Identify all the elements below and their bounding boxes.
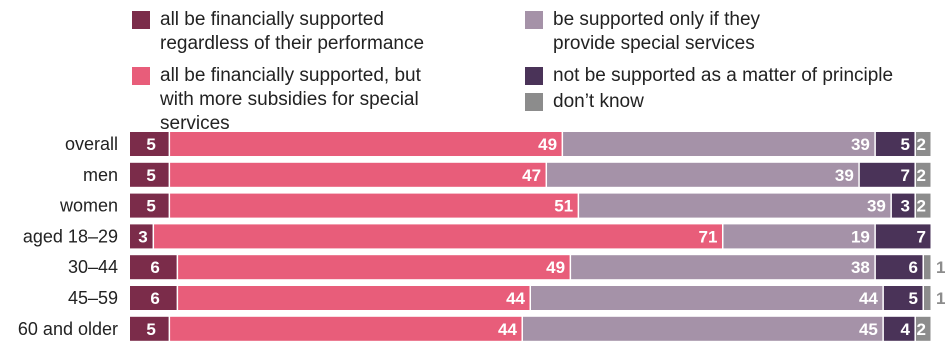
data-label: 4 — [900, 320, 910, 339]
bar-segment — [522, 316, 883, 341]
bar-segment — [170, 132, 562, 156]
data-label: 5 — [146, 135, 155, 154]
data-label: 71 — [699, 227, 718, 246]
data-label: 7 — [900, 166, 909, 185]
legend-swatch — [132, 11, 150, 29]
data-label: 39 — [851, 135, 870, 154]
category-label: aged 18–29 — [23, 226, 118, 246]
data-label: 51 — [554, 197, 573, 216]
data-label: 6 — [150, 289, 159, 308]
bar-segment — [178, 255, 570, 280]
data-label: 6 — [909, 258, 918, 277]
data-label: 1 — [936, 289, 945, 308]
data-label: 38 — [851, 258, 870, 277]
data-label: 1 — [936, 258, 945, 277]
data-label: 5 — [146, 320, 155, 339]
bar-segment — [915, 132, 931, 156]
bar-segment — [875, 224, 931, 249]
legend-item-dont-know: don’t know — [525, 90, 825, 114]
bar-segment — [883, 316, 915, 341]
data-label: 3 — [138, 227, 147, 246]
bar-segment — [130, 316, 169, 341]
bar-segment — [170, 316, 522, 341]
data-label: 39 — [835, 166, 854, 185]
data-label: 5 — [909, 289, 918, 308]
bar-segment — [915, 193, 931, 218]
category-label: men — [83, 165, 118, 185]
bar-segment — [571, 255, 875, 280]
data-label: 44 — [498, 320, 517, 339]
bar-segment — [915, 316, 931, 341]
legend-label: be supported only if they provide specia… — [553, 9, 761, 54]
bar-segment — [531, 286, 883, 310]
legend-swatch — [525, 67, 543, 85]
legend-swatch — [132, 67, 150, 85]
bar-segment — [170, 193, 578, 218]
data-label: 2 — [917, 320, 926, 339]
data-label: 5 — [900, 135, 909, 154]
data-label: 2 — [917, 197, 926, 216]
category-label: women — [59, 196, 118, 216]
category-label: 30–44 — [68, 257, 118, 277]
bar-segment — [130, 224, 153, 249]
bar-segment — [130, 132, 169, 156]
bar-segment — [178, 286, 530, 310]
legend-swatch — [525, 93, 543, 111]
legend-label: not be supported as a matter of principl… — [553, 65, 894, 86]
data-label: 6 — [150, 258, 159, 277]
data-label: 7 — [917, 227, 926, 246]
data-label: 49 — [546, 258, 565, 277]
bar-segment — [130, 286, 177, 310]
bar-segment — [130, 255, 177, 280]
bar-segment — [875, 132, 915, 156]
data-label: 44 — [859, 289, 878, 308]
bar-segment — [154, 224, 722, 249]
category-label: 60 and older — [18, 319, 118, 339]
bar-segment — [875, 255, 923, 280]
legend-item-more-subsidies: all be financially supported, but with m… — [132, 64, 452, 136]
data-label: 2 — [917, 166, 926, 185]
bar-segment — [891, 193, 915, 218]
category-label: 45–59 — [68, 288, 118, 308]
data-label: 2 — [917, 135, 926, 154]
bar-segment — [170, 162, 546, 187]
bar-segment — [563, 132, 875, 156]
category-label: overall — [65, 134, 118, 154]
data-label: 19 — [851, 227, 870, 246]
bar-segment — [923, 255, 931, 280]
bar-segment — [547, 162, 859, 187]
bar-segment — [923, 286, 931, 310]
data-label: 5 — [146, 197, 155, 216]
bar-segment — [915, 162, 931, 187]
legend-swatch — [525, 11, 543, 29]
data-label: 49 — [538, 135, 557, 154]
data-label: 3 — [900, 197, 909, 216]
bar-segment — [859, 162, 915, 187]
data-label: 5 — [146, 166, 155, 185]
data-label: 45 — [859, 320, 878, 339]
bar-segment — [883, 286, 923, 310]
bar-segment — [130, 193, 169, 218]
data-label: 44 — [506, 289, 525, 308]
bar-segment — [130, 162, 169, 187]
legend-label: all be financially supported, but with m… — [160, 65, 421, 134]
legend-label: all be financially supported regardless … — [160, 9, 425, 54]
legend-item-only-special: be supported only if they provide specia… — [525, 8, 785, 56]
bar-segment — [579, 193, 891, 218]
legend-item-not-supported: not be supported as a matter of principl… — [525, 64, 925, 88]
legend: all be financially supported regardless … — [0, 0, 946, 134]
legend-label: don’t know — [553, 91, 644, 112]
data-label: 39 — [867, 197, 886, 216]
data-label: 47 — [522, 166, 541, 185]
legend-item-regardless: all be financially supported regardless … — [132, 8, 432, 56]
bar-segment — [723, 224, 875, 249]
